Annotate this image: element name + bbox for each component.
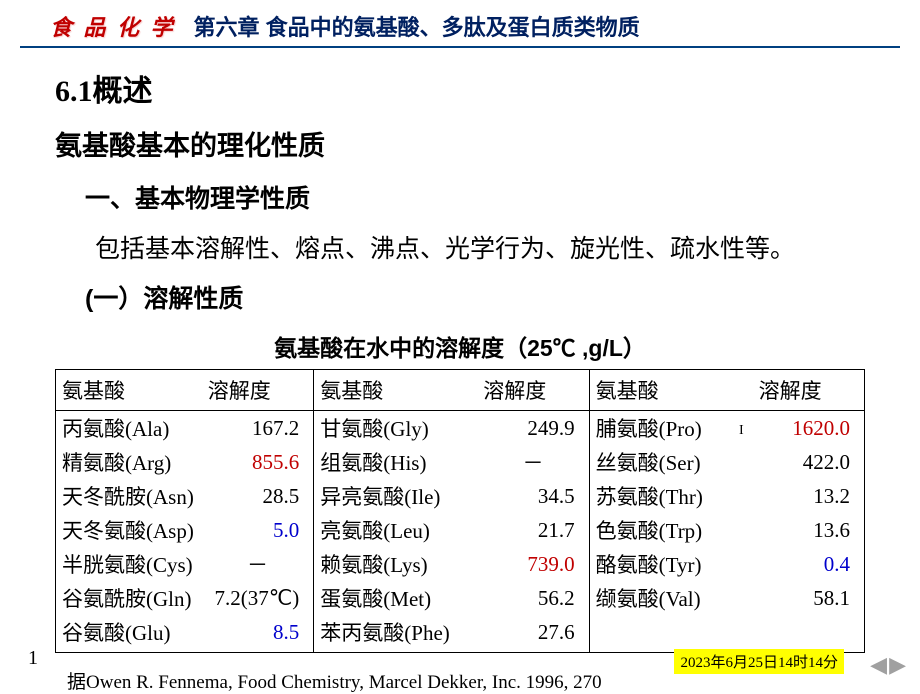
cell-solubility-value: 1620.0 xyxy=(753,411,865,446)
cell-amino-name: 苏氨酸(Thr) xyxy=(589,479,752,513)
cell-solubility-value: 739.0 xyxy=(477,547,589,581)
caret-dot: · xyxy=(421,348,425,363)
item-1-heading: 一、基本物理学性质 xyxy=(85,179,865,215)
cell-solubility-value: 855.6 xyxy=(202,445,314,479)
table-body: 丙氨酸(Ala)167.2甘氨酸(Gly)249.9脯氨酸(Pro)1620.0… xyxy=(56,411,865,653)
th-name-1: 氨基酸 xyxy=(56,370,202,411)
th-val-3: 溶解度 xyxy=(753,370,865,411)
cell-solubility-value: － xyxy=(477,445,589,479)
th-name-3: 氨基酸 xyxy=(589,370,752,411)
cell-solubility-value xyxy=(753,615,865,653)
cell-solubility-value: 0.4 xyxy=(753,547,865,581)
table-row: 天冬氨酸(Asp)5.0亮氨酸(Leu)21.7色氨酸(Trp)13.6 xyxy=(56,513,865,547)
cell-solubility-value: 249.9 xyxy=(477,411,589,446)
solubility-table: 氨基酸 溶解度 氨基酸 溶解度 氨基酸 溶解度 丙氨酸(Ala)167.2甘氨酸… xyxy=(55,369,865,653)
cell-amino-name: 酪氨酸(Tyr) xyxy=(589,547,752,581)
cell-solubility-value: 34.5 xyxy=(477,479,589,513)
th-val-1: 溶解度 xyxy=(202,370,314,411)
cell-solubility-value: 56.2 xyxy=(477,581,589,615)
cell-amino-name: 天冬酰胺(Asn) xyxy=(56,479,202,513)
cell-amino-name: 丙氨酸(Ala) xyxy=(56,411,202,446)
cell-solubility-value: 27.6 xyxy=(477,615,589,653)
table-row: 谷氨酰胺(Gln)7.2(37℃)蛋氨酸(Met)56.2缬氨酸(Val)58.… xyxy=(56,581,865,615)
table-row: 谷氨酸(Glu)8.5苯丙氨酸(Phe)27.6 xyxy=(56,615,865,653)
cell-amino-name: 苯丙氨酸(Phe) xyxy=(314,615,477,653)
slide-header: 食 品 化 学 第六章 食品中的氨基酸、多肽及蛋白质类物质 xyxy=(20,0,900,48)
cell-amino-name: 亮氨酸(Leu) xyxy=(314,513,477,547)
cell-solubility-value: 13.6 xyxy=(753,513,865,547)
cell-solubility-value: 8.5 xyxy=(202,615,314,653)
cell-solubility-value: 21.7 xyxy=(477,513,589,547)
header-book-title: 食 品 化 学 xyxy=(50,10,176,42)
item-1a-heading: (一）溶解性质 xyxy=(85,279,865,315)
cell-amino-name: 异亮氨酸(Ile) xyxy=(314,479,477,513)
slide-content: 6.1概述 氨基酸基本的理化性质 一、基本物理学性质 包括基本溶解性、熔点、沸点… xyxy=(0,48,920,694)
prev-slide-button[interactable]: ◀ xyxy=(870,654,887,676)
cell-solubility-value: 13.2 xyxy=(753,479,865,513)
cell-amino-name: 缬氨酸(Val) xyxy=(589,581,752,615)
cell-solubility-value: 167.2 xyxy=(202,411,314,446)
subtitle: 氨基酸基本的理化性质 xyxy=(55,124,865,163)
cell-amino-name: 赖氨酸(Lys) xyxy=(314,547,477,581)
cell-solubility-value: 58.1 xyxy=(753,581,865,615)
table-row: 天冬酰胺(Asn)28.5异亮氨酸(Ile)34.5苏氨酸(Thr)13.2 xyxy=(56,479,865,513)
page-number: 1 xyxy=(28,647,38,670)
cell-amino-name: 脯氨酸(Pro) xyxy=(589,411,752,446)
section-heading: 6.1概述 xyxy=(55,66,865,110)
cell-amino-name: 甘氨酸(Gly) xyxy=(314,411,477,446)
next-slide-button[interactable]: ▶ xyxy=(889,654,906,676)
th-val-2: 溶解度 xyxy=(477,370,589,411)
table-caption: 氨基酸在水中的溶解度（25℃ ,g/L） xyxy=(55,329,865,363)
cell-amino-name: 丝氨酸(Ser) xyxy=(589,445,752,479)
text-caret: I xyxy=(739,423,744,439)
cell-amino-name: 组氨酸(His) xyxy=(314,445,477,479)
paragraph-1: 包括基本溶解性、熔点、沸点、光学行为、旋光性、疏水性等。 xyxy=(95,229,865,265)
nav-arrows: ◀ ▶ xyxy=(870,654,906,676)
cell-solubility-value: 422.0 xyxy=(753,445,865,479)
header-chapter-title: 第六章 食品中的氨基酸、多肽及蛋白质类物质 xyxy=(194,10,640,42)
table-row: 精氨酸(Arg)855.6组氨酸(His)－丝氨酸(Ser)422.0 xyxy=(56,445,865,479)
cell-amino-name: 谷氨酸(Glu) xyxy=(56,615,202,653)
cell-amino-name: 蛋氨酸(Met) xyxy=(314,581,477,615)
cell-amino-name: 天冬氨酸(Asp) xyxy=(56,513,202,547)
table-header-row: 氨基酸 溶解度 氨基酸 溶解度 氨基酸 溶解度 xyxy=(56,370,865,411)
cell-solubility-value: － xyxy=(202,547,314,581)
cell-solubility-value: 7.2(37℃) xyxy=(202,581,314,615)
cell-amino-name: 半胱氨酸(Cys) xyxy=(56,547,202,581)
cell-solubility-value: 5.0 xyxy=(202,513,314,547)
cell-amino-name: 谷氨酰胺(Gln) xyxy=(56,581,202,615)
cell-amino-name xyxy=(589,615,752,653)
cell-solubility-value: 28.5 xyxy=(202,479,314,513)
cell-amino-name: 精氨酸(Arg) xyxy=(56,445,202,479)
cell-amino-name: 色氨酸(Trp) xyxy=(589,513,752,547)
th-name-2: 氨基酸 xyxy=(314,370,477,411)
table-row: 半胱氨酸(Cys)－赖氨酸(Lys)739.0酪氨酸(Tyr)0.4 xyxy=(56,547,865,581)
timestamp-badge: 2023年6月25日14时14分 xyxy=(674,649,844,674)
